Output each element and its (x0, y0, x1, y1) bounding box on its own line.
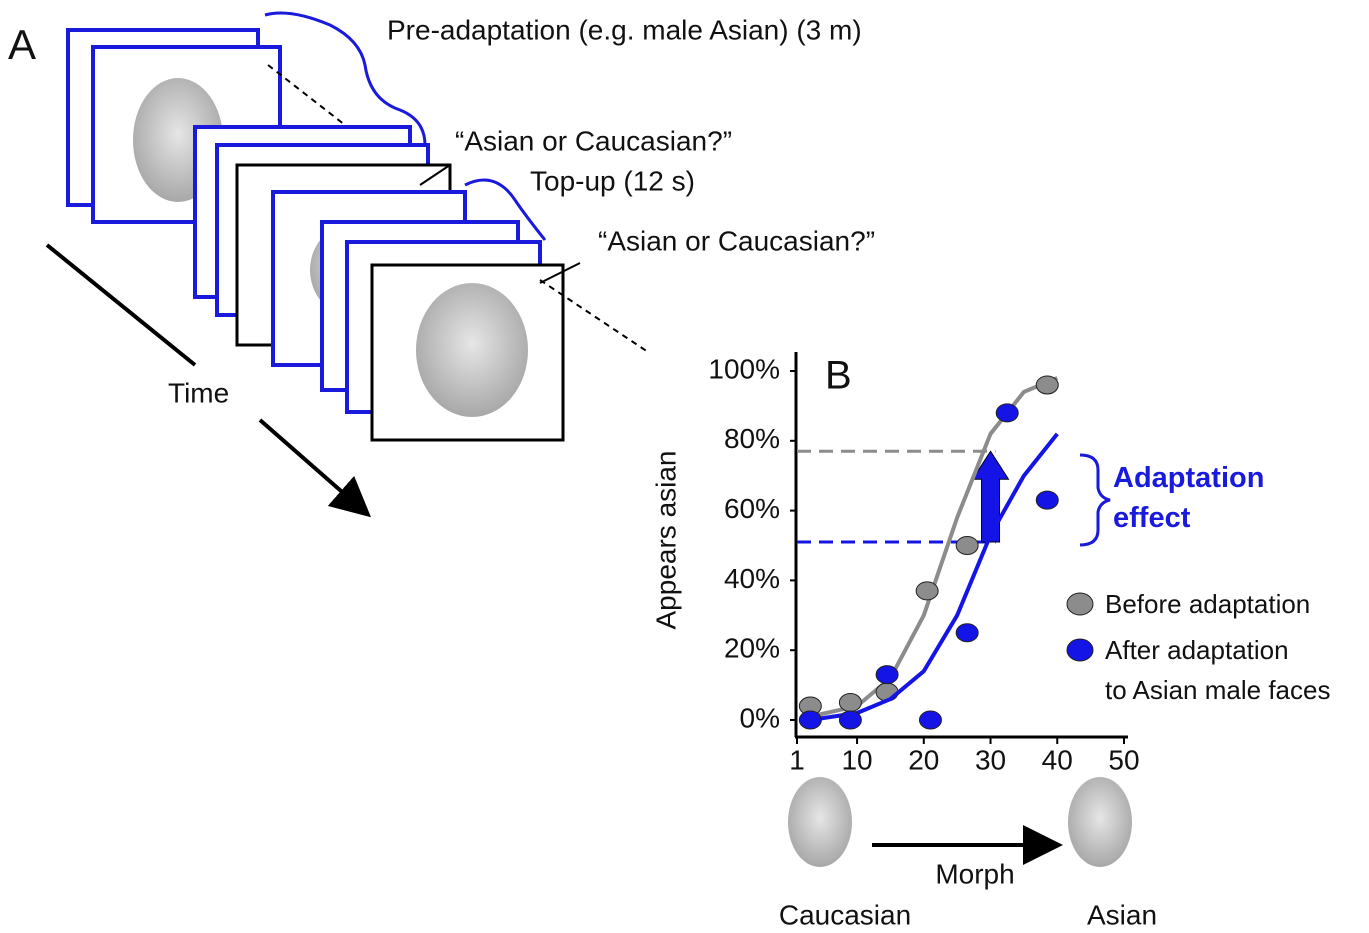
legend-marker (1066, 638, 1094, 662)
fit-curve (809, 376, 1059, 719)
y-tick-label: 80% (724, 423, 780, 454)
chart: B Appears asian Morph Caucasian Asian 0%… (650, 352, 1157, 930)
y-axis-label: Appears asian (650, 450, 681, 629)
x-tick-label: 1 (789, 744, 805, 775)
point (955, 536, 979, 555)
face (1068, 777, 1132, 867)
annotation: Top-up (12 s) (530, 165, 695, 196)
annotation: “Asian or Caucasian?” (598, 225, 875, 256)
brace (1079, 453, 1111, 547)
fit-curve (810, 432, 1059, 722)
y-tick-label: 100% (708, 353, 780, 384)
point (838, 693, 862, 713)
point (915, 581, 939, 601)
connectors (45, 11, 649, 518)
annotation: Asian (1087, 899, 1157, 930)
y-tick-label: 20% (724, 633, 780, 664)
x-tick-label: 20 (908, 744, 939, 775)
annotation: Morph (935, 858, 1014, 889)
point (838, 710, 862, 730)
point (875, 665, 899, 685)
y-tick-label: 60% (724, 493, 780, 524)
annotation: Adaptation effect (1113, 462, 1265, 534)
frames (66, 28, 565, 442)
legend-label: Before adaptation (1105, 589, 1311, 619)
legend-label: After adaptation to Asian male faces (1105, 635, 1331, 705)
annotation: Pre-adaptation (e.g. male Asian) (3 m) (387, 14, 862, 45)
point (798, 710, 822, 730)
axis-label: Time (168, 377, 229, 408)
point (1035, 490, 1059, 510)
y-tick-label: 40% (724, 563, 780, 594)
x-tick-label: 10 (841, 744, 872, 775)
panel-label: A (8, 21, 36, 68)
y-tick-label: 0% (740, 702, 780, 733)
point (918, 710, 942, 730)
point (995, 403, 1019, 423)
point (1035, 375, 1059, 395)
x-tick-label: 30 (975, 744, 1006, 775)
panel-label: B (825, 354, 852, 398)
annotation: Caucasian (779, 899, 911, 930)
x-tick-label: 40 (1042, 744, 1073, 775)
annotation: “Asian or Caucasian?” (455, 125, 732, 156)
point (955, 623, 979, 643)
face (788, 777, 852, 867)
legend-marker (1066, 592, 1094, 616)
x-tick-label: 50 (1108, 744, 1139, 775)
